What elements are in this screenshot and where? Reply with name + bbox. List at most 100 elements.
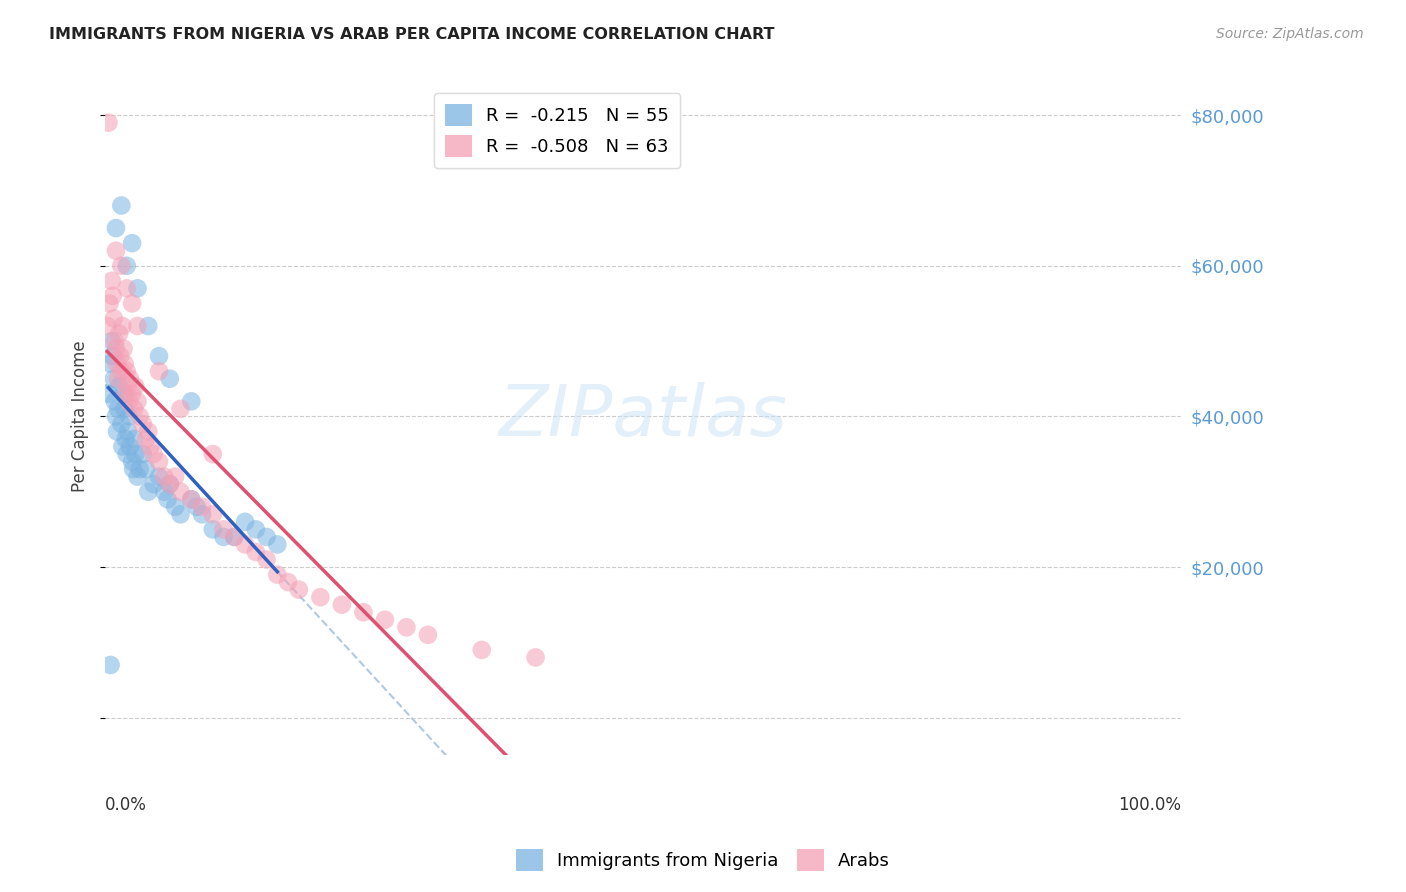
Point (169, 484, 191, 499)
Legend: Immigrants from Nigeria, Arabs: Immigrants from Nigeria, Arabs (509, 842, 897, 879)
Point (524, 650, 547, 665)
Point (96, 318, 118, 333)
Point (100, 357, 122, 371)
Point (97, 386, 120, 401)
Text: Source: ZipAtlas.com: Source: ZipAtlas.com (1216, 27, 1364, 41)
Point (101, 349, 124, 363)
Point (266, 567, 288, 582)
Point (374, 613, 396, 627)
Point (121, 386, 143, 401)
Point (233, 515, 256, 529)
Point (148, 469, 170, 483)
Point (110, 349, 132, 363)
Text: 100.0%: 100.0% (1118, 796, 1181, 814)
Point (352, 605, 374, 619)
Point (180, 394, 202, 409)
Point (111, 440, 134, 454)
Point (111, 318, 134, 333)
Text: IMMIGRANTS FROM NIGERIA VS ARAB PER CAPITA INCOME CORRELATION CHART: IMMIGRANTS FROM NIGERIA VS ARAB PER CAPI… (49, 27, 775, 42)
Point (245, 522, 267, 536)
Point (104, 221, 127, 235)
Point (118, 394, 141, 409)
Point (191, 508, 214, 522)
Point (256, 530, 278, 544)
Point (115, 447, 138, 461)
Point (127, 394, 149, 409)
Point (277, 575, 299, 590)
Point (100, 657, 122, 672)
Point (165, 469, 187, 483)
Point (159, 477, 181, 491)
Point (114, 401, 136, 416)
Point (103, 372, 125, 386)
Point (136, 484, 159, 499)
Point (124, 379, 146, 393)
Point (107, 401, 129, 416)
Point (114, 432, 136, 446)
Point (122, 462, 145, 476)
Point (169, 401, 191, 416)
Point (121, 454, 143, 468)
Point (105, 357, 128, 371)
Point (233, 537, 256, 551)
Point (212, 522, 235, 536)
Point (101, 289, 124, 303)
Point (153, 484, 176, 499)
Point (148, 364, 170, 378)
Point (180, 492, 202, 507)
Point (114, 357, 136, 371)
Point (104, 342, 127, 356)
Y-axis label: Per Capita Income: Per Capita Income (72, 341, 89, 492)
Point (288, 582, 311, 597)
Point (136, 318, 159, 333)
Point (165, 500, 187, 514)
Point (104, 409, 127, 424)
Point (110, 417, 132, 431)
Point (148, 349, 170, 363)
Point (186, 500, 208, 514)
Point (330, 598, 353, 612)
Point (104, 394, 127, 409)
Point (224, 530, 246, 544)
Legend: R =  -0.215   N = 55, R =  -0.508   N = 63: R = -0.215 N = 55, R = -0.508 N = 63 (434, 94, 681, 168)
Point (121, 236, 143, 251)
Point (135, 462, 157, 476)
Point (115, 281, 138, 295)
Point (118, 440, 141, 454)
Point (115, 364, 138, 378)
Point (128, 462, 150, 476)
Point (156, 492, 179, 507)
Point (201, 447, 224, 461)
Point (256, 552, 278, 566)
Point (122, 401, 145, 416)
Point (159, 477, 181, 491)
Point (110, 259, 132, 273)
Point (180, 492, 202, 507)
Point (201, 508, 224, 522)
Point (159, 372, 181, 386)
Point (212, 530, 235, 544)
Point (245, 545, 267, 559)
Point (103, 311, 125, 326)
Point (108, 326, 131, 341)
Point (135, 432, 157, 446)
Text: ZIPatlas: ZIPatlas (499, 382, 787, 450)
Point (148, 454, 170, 468)
Point (153, 469, 176, 483)
Point (416, 628, 439, 642)
Point (97, 115, 120, 129)
Point (395, 620, 418, 634)
Point (121, 296, 143, 310)
Point (266, 537, 288, 551)
Point (132, 447, 155, 461)
Point (118, 409, 141, 424)
Point (107, 372, 129, 386)
Point (110, 198, 132, 212)
Point (139, 440, 162, 454)
Point (110, 364, 132, 378)
Point (142, 447, 165, 461)
Point (169, 508, 191, 522)
Point (115, 259, 138, 273)
Point (132, 417, 155, 431)
Point (104, 334, 127, 348)
